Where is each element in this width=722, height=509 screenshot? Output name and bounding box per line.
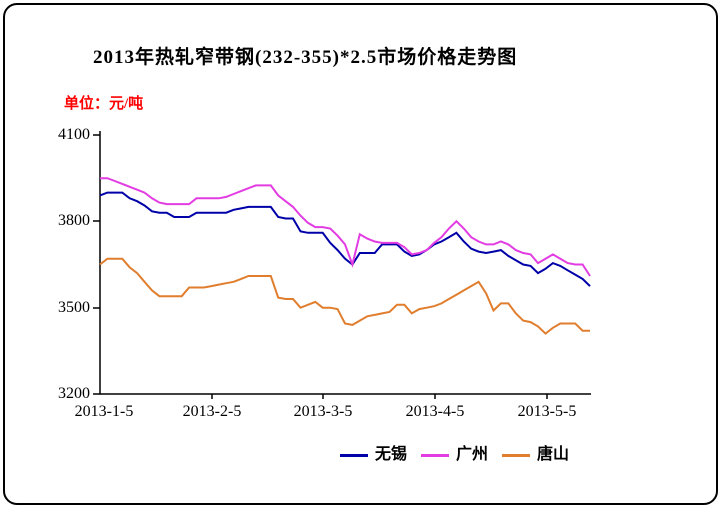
- y-axis-ticks: [93, 134, 100, 395]
- x-tick-label: 2013-3-5: [293, 403, 353, 420]
- legend-label: 广州: [456, 446, 489, 463]
- legend-label: 唐山: [537, 446, 570, 463]
- legend-line-swatch: [502, 453, 531, 457]
- x-tick-label: 2013-4-5: [405, 403, 465, 420]
- y-tick-label: 3800: [58, 212, 90, 229]
- legend-item-guangzhou: 广州: [421, 446, 488, 464]
- axis-lines: [99, 131, 591, 395]
- unit-label: 单位：元/吨: [64, 96, 144, 112]
- x-tick-label: 2013-5-5: [517, 403, 577, 420]
- y-tick-label: 3500: [58, 299, 90, 316]
- legend-line-swatch: [421, 453, 450, 457]
- series-line-广州: [100, 177, 591, 277]
- x-tick-label: 2013-1-5: [74, 403, 134, 420]
- legend-line-swatch: [340, 453, 368, 457]
- y-tick-label: 3200: [58, 385, 90, 402]
- y-tick-label: 4100: [58, 126, 90, 143]
- series-lines: [99, 177, 591, 335]
- legend-item-wuxi: 无锡: [340, 446, 407, 464]
- x-tick-label: 2013-2-5: [182, 403, 242, 420]
- legend-item-tangshan: 唐山: [502, 446, 569, 464]
- legend: 无锡 广州 唐山: [340, 446, 569, 464]
- legend-label: 无锡: [375, 446, 408, 463]
- series-line-无锡: [99, 191, 591, 287]
- chart-title: 2013年热轧窄带钢(232-355)*2.5市场价格走势图: [93, 47, 518, 68]
- x-axis-ticks: [211, 394, 548, 399]
- series-line-唐山: [99, 257, 590, 335]
